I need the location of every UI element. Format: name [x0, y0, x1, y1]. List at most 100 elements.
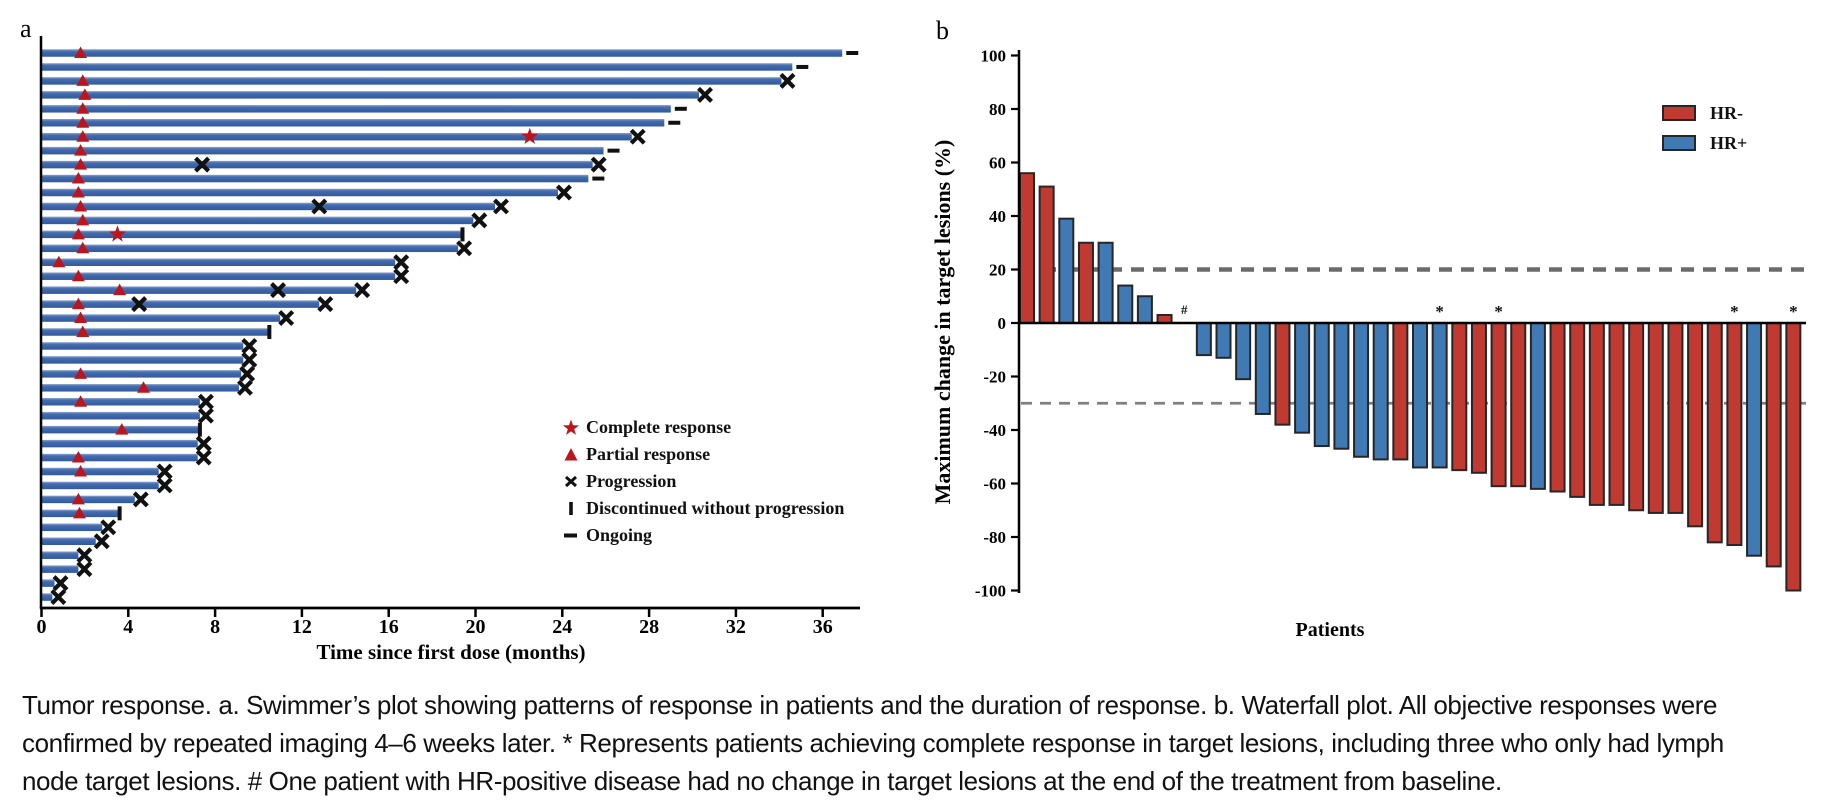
patient-bar — [41, 398, 200, 406]
progression-x-marker — [239, 365, 256, 382]
partial-response-triangle — [71, 172, 85, 184]
legend-item-complete-response: Complete response — [556, 414, 844, 441]
legend-item-discontinued-without-progression: Discontinued without progression — [556, 495, 844, 522]
progression-x-marker — [156, 477, 173, 494]
legend-label: HR- — [1710, 102, 1743, 123]
caption-line-2: confirmed by repeated imaging 4–6 weeks … — [22, 728, 1724, 758]
progression-x-marker — [241, 337, 258, 354]
patient-bar — [41, 314, 281, 322]
patient-bar — [41, 160, 593, 169]
progression-x-marker — [52, 575, 69, 592]
progression-x-marker — [237, 379, 253, 396]
y-tick-label: -60 — [983, 475, 1006, 494]
patient-bar — [41, 537, 96, 545]
waterfall-bar — [1412, 322, 1428, 469]
progression-x-marker — [197, 407, 214, 424]
waterfall-bar — [1392, 322, 1409, 461]
waterfall-bar — [1058, 217, 1075, 324]
partial-response-triangle — [113, 283, 127, 296]
patient-bar — [41, 132, 632, 141]
patient-bar — [41, 481, 159, 490]
caption-line-1: Tumor response. a. Swimmer’s plot showin… — [22, 690, 1718, 720]
patient-bar — [41, 453, 198, 462]
caption-line-3: node target lesions. # One patient with … — [22, 766, 1502, 796]
x-tick-label: 12 — [292, 616, 312, 638]
charts-svg: 0 4 8 12 16 20 24 28 32 36 Time since first dose (… — [37, 36, 1806, 664]
dash-marker-icon — [556, 527, 586, 545]
star-marker-icon — [556, 419, 586, 437]
partial-response-triangle — [136, 381, 150, 393]
y-tick-label: 80 — [989, 100, 1006, 119]
y-tick-label: 60 — [989, 154, 1006, 173]
partial-response-triangle — [71, 269, 85, 282]
waterfall-x-axis-title: Patients — [1296, 619, 1365, 641]
complete-response-asterisk: * — [1494, 302, 1503, 321]
waterfall-bar — [1785, 322, 1802, 592]
progression-x-marker — [195, 449, 212, 466]
waterfall-bar — [1726, 322, 1743, 547]
x-tick-label: 32 — [726, 616, 746, 638]
y-tick-label: 20 — [989, 261, 1006, 280]
partial-response-triangle — [74, 144, 88, 156]
waterfall-bar — [1019, 172, 1035, 324]
partial-response-triangle — [71, 451, 85, 463]
partial-response-triangle — [74, 46, 88, 58]
progression-x-marker — [779, 72, 796, 89]
partial-response-triangle — [76, 116, 90, 128]
discontinued-marker — [267, 325, 272, 339]
partial-response-triangle — [76, 241, 90, 254]
waterfall-bar — [1470, 322, 1487, 474]
patient-bar — [41, 105, 671, 113]
swimmer-plot: 0 4 8 12 16 20 24 28 32 36 Time since first dose (… — [37, 36, 860, 664]
patient-bar — [41, 174, 589, 183]
legend-label: Progression — [586, 471, 677, 491]
patient-bar — [41, 119, 665, 127]
legend-item-ongoing: Ongoing — [556, 522, 844, 549]
waterfall-bar — [1451, 322, 1468, 472]
progression-x-marker — [93, 533, 110, 550]
progression-x-marker — [493, 198, 509, 215]
progression-x-marker — [194, 156, 211, 173]
waterfall-bar — [1490, 322, 1507, 488]
progression-x-marker — [555, 184, 572, 201]
patient-bar — [41, 370, 242, 378]
progression-x-marker — [697, 86, 713, 103]
partial-response-triangle — [74, 395, 88, 407]
waterfall-bar — [1608, 322, 1625, 506]
discontinued-marker — [117, 506, 122, 521]
progression-x-marker — [156, 463, 173, 480]
partial-response-triangle — [52, 255, 66, 268]
waterfall-bar — [1529, 322, 1546, 490]
progression-x-marker — [132, 491, 149, 508]
waterfall-bar — [1077, 241, 1094, 324]
progression-x-marker — [76, 547, 93, 564]
waterfall-y-axis-title: Maximum change in target lesions (%) — [930, 140, 955, 505]
progression-x-marker — [195, 435, 212, 452]
partial-response-triangle — [71, 297, 85, 310]
partial-response-triangle — [74, 465, 88, 477]
panel-a-label: a — [20, 14, 32, 43]
waterfall-bar — [1569, 322, 1586, 498]
patient-bar — [41, 286, 357, 294]
waterfall-bar — [1038, 185, 1055, 324]
patient-bar — [41, 272, 396, 280]
waterfall-bar — [1372, 322, 1389, 461]
complete-response-asterisk: * — [1435, 302, 1444, 321]
progression-x-marker — [456, 240, 473, 257]
waterfall-bar — [1746, 322, 1763, 557]
waterfall-bar — [1313, 322, 1330, 448]
legend-label: Discontinued without progression — [586, 498, 845, 518]
discontinued-marker — [460, 227, 465, 242]
waterfall-bar — [1136, 295, 1153, 324]
x-tick-label: 20 — [466, 616, 486, 638]
progression-x-marker — [100, 519, 117, 536]
x-tick-label: 4 — [123, 616, 133, 638]
patient-bar — [41, 551, 79, 559]
patient-bar — [41, 300, 320, 308]
patient-bar — [41, 202, 496, 211]
patient-bar — [41, 579, 55, 587]
patient-bar — [41, 230, 463, 239]
waterfall-bar — [1628, 322, 1645, 512]
partial-response-triangle — [71, 492, 85, 505]
partial-response-triangle — [76, 102, 90, 114]
